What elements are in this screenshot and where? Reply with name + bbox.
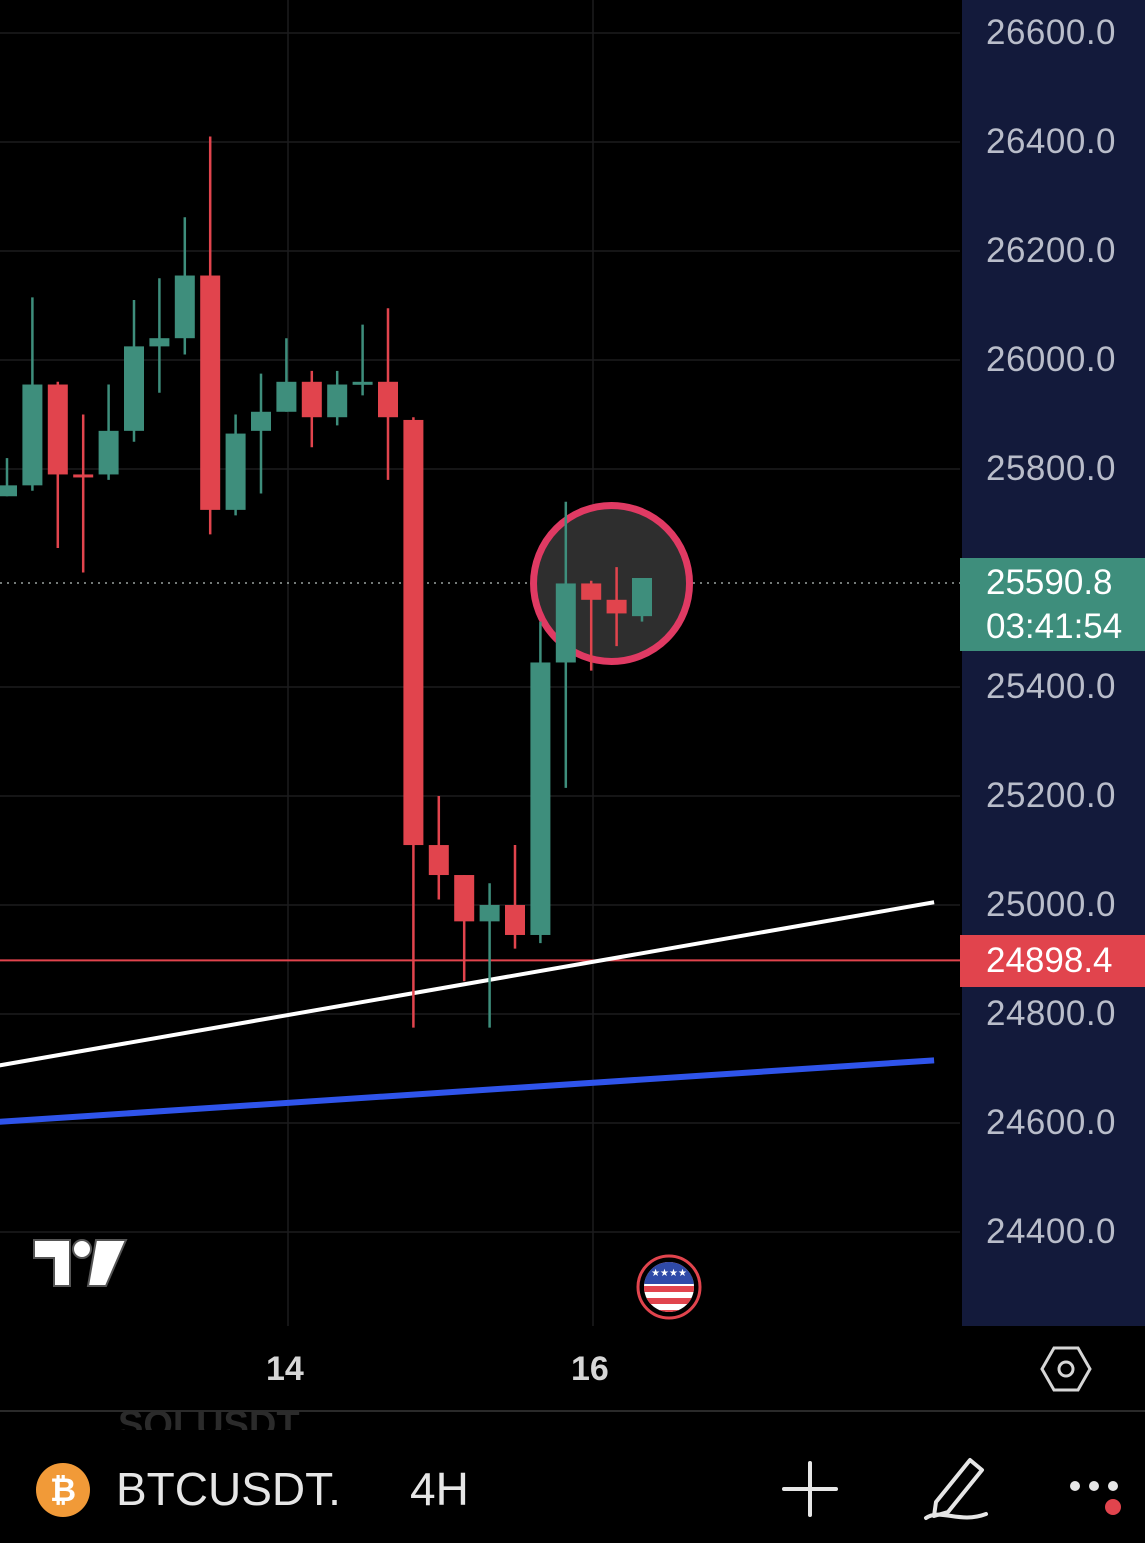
chart-area[interactable] [0,0,1145,1330]
candle-body [606,599,627,614]
price-tick-label: 25400.0 [986,667,1117,706]
candle-countdown: 03:41:54 [986,607,1123,646]
candle-body [505,905,525,935]
price-tick-label: 24600.0 [986,1103,1117,1142]
bitcoin-icon[interactable]: ₿ [36,1463,90,1517]
trendline-blue [0,1057,935,1125]
candle-body [251,411,271,431]
price-tick-label: 26600.0 [986,13,1117,52]
price-tick-label: 26400.0 [986,122,1117,161]
candle-body [0,485,17,497]
time-label-16: 16 [571,1350,609,1388]
us-flag-icon[interactable]: ★★★★ [636,1254,702,1320]
candlestick-chart[interactable] [0,0,1145,1330]
price-axis[interactable] [962,0,1145,1326]
pencil-icon[interactable] [920,1452,992,1524]
candle-body [200,275,221,510]
price-tick-label: 24800.0 [986,994,1117,1033]
time-axis[interactable] [0,1330,1145,1410]
plus-icon[interactable] [782,1461,838,1517]
price-tick-label: 26000.0 [986,340,1117,379]
candle-body [47,384,68,475]
candle-body [428,845,449,876]
candle-body [581,583,602,600]
candle-body [174,275,195,339]
svg-text:★★★★: ★★★★ [651,1268,687,1279]
price-tick-label: 24400.0 [986,1212,1117,1251]
current-price-value: 25590.8 [986,563,1113,602]
settings-icon[interactable] [1040,1345,1092,1393]
horizontal-line-price-tag: 24898.4 [960,935,1145,987]
price-tick-label: 25000.0 [986,885,1117,924]
divider [0,1410,1145,1412]
candle-body [403,419,424,846]
candle-body [378,381,398,418]
price-tick-label: 26200.0 [986,231,1117,270]
candle-body [22,384,43,486]
candle-body [479,905,500,922]
symbol-name[interactable]: BTCUSDT. [116,1463,341,1515]
candle-body [225,433,246,510]
candle-body [632,578,652,617]
candle-body [454,875,475,922]
interval-selector[interactable]: 4H [410,1463,469,1515]
current-price-tag: 25590.8 03:41:54 [960,558,1145,651]
trendline-white [0,900,935,1068]
candle-body [73,474,94,478]
candle-body [276,381,297,412]
candle-body [327,384,348,418]
candle-body [530,662,551,935]
previous-symbol-ghost: SOLUSDT. [118,1404,306,1430]
price-tick-label: 25200.0 [986,776,1117,815]
candle-body [352,381,373,385]
tradingview-logo[interactable] [30,1236,130,1292]
more-icon[interactable] [1066,1474,1130,1522]
price-tick-label: 25800.0 [986,449,1117,488]
candle-body [301,381,322,418]
time-label-14: 14 [266,1350,304,1388]
candle-body [124,346,144,431]
candle-body [555,583,576,663]
candle-body [98,430,119,475]
candle-body [149,338,170,347]
